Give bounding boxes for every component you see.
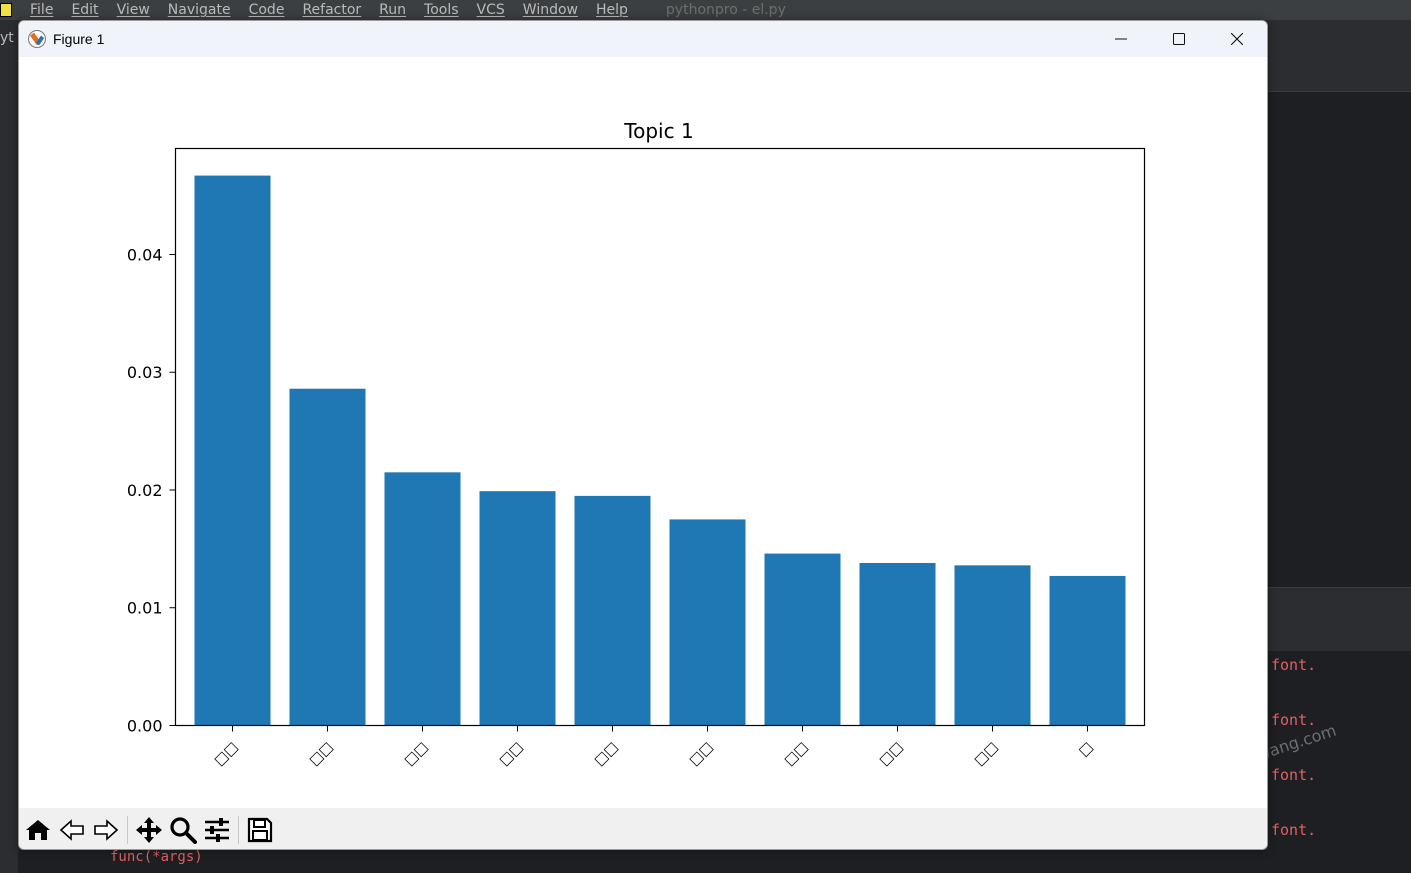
zoom-button[interactable] xyxy=(166,813,200,847)
navigation-toolbar xyxy=(19,808,1267,849)
ide-run-toolbar xyxy=(1268,619,1411,651)
menu-code[interactable]: Code xyxy=(248,2,285,18)
bar xyxy=(289,388,366,726)
y-tick-label: 0.01 xyxy=(127,599,163,618)
save-button[interactable] xyxy=(243,813,277,847)
x-tick-label: □□ xyxy=(496,739,526,769)
configure-subplots-button[interactable] xyxy=(200,813,234,847)
ide-editor-tabs xyxy=(1268,20,1411,92)
zoom-icon xyxy=(170,816,197,844)
ide-left-toolstrip xyxy=(0,92,18,873)
bar xyxy=(574,495,651,726)
menu-file[interactable]: File xyxy=(30,2,54,18)
save-icon xyxy=(247,817,273,842)
menu-edit[interactable]: Edit xyxy=(71,2,99,18)
x-tick-label: □□ xyxy=(401,739,431,769)
y-tick-label: 0.02 xyxy=(127,481,163,500)
chart-title: Topic 1 xyxy=(623,119,693,143)
x-tick-label: □□ xyxy=(686,739,716,769)
menu-window[interactable]: Window xyxy=(522,2,578,18)
bar xyxy=(954,565,1031,726)
bar xyxy=(479,491,556,726)
console-line: func(*args) xyxy=(110,849,203,865)
bar xyxy=(384,472,461,726)
plot-canvas[interactable]: Topic 1 0.00 0.01 0.02 0.03 0.04 □□ □□ □□ □□ □□ □… xyxy=(19,57,1267,807)
x-tick-label: □□ xyxy=(211,739,241,769)
x-tick-label: □□ xyxy=(781,739,811,769)
menu-run[interactable]: Run xyxy=(379,2,407,18)
title-bar[interactable]: Figure 1 xyxy=(19,21,1267,57)
axes-frame xyxy=(174,147,1146,727)
menu-tools[interactable]: Tools xyxy=(424,2,459,18)
y-tick-label: 0.00 xyxy=(127,717,163,736)
back-icon xyxy=(59,818,84,841)
ide-title: pythonpro - el.py xyxy=(665,2,786,18)
home-button[interactable] xyxy=(21,813,55,847)
ide-editor xyxy=(1268,92,1411,587)
forward-button[interactable] xyxy=(89,813,123,847)
toolbar-divider xyxy=(238,815,239,844)
menu-refactor[interactable]: Refactor xyxy=(302,2,362,18)
maximize-button[interactable] xyxy=(1150,21,1208,57)
maximize-icon xyxy=(1173,33,1185,45)
x-tick-label: □□ xyxy=(306,739,336,769)
y-tick-label: 0.03 xyxy=(127,363,163,382)
window-title: Figure 1 xyxy=(53,31,105,47)
menu-vcs[interactable]: VCS xyxy=(476,2,505,18)
menu-navigate[interactable]: Navigate xyxy=(167,2,231,18)
bar xyxy=(1049,575,1126,726)
x-tick-label: □□ xyxy=(971,739,1001,769)
ide-console xyxy=(1268,651,1411,873)
x-tick-label: □ xyxy=(1076,739,1097,760)
menu-view[interactable]: View xyxy=(116,2,150,18)
minimize-icon xyxy=(1115,38,1127,40)
console-line: font. xyxy=(1271,821,1317,839)
pan-icon xyxy=(136,816,162,843)
ide-run-header xyxy=(1268,587,1411,619)
x-tick-label: □□ xyxy=(876,739,906,769)
bar xyxy=(764,553,841,726)
bar xyxy=(859,562,936,726)
ide-project-label: yt xyxy=(0,30,14,46)
forward-icon xyxy=(94,818,119,841)
configure-icon xyxy=(205,817,229,842)
back-button[interactable] xyxy=(55,813,89,847)
menu-help[interactable]: Help xyxy=(595,2,628,18)
bar-chart: Topic 1 0.000.010.020.030.04 □□ □□ □□ □□ □□ □… xyxy=(127,119,1146,769)
matplotlib-icon xyxy=(28,30,46,48)
ide-logo-icon xyxy=(0,3,12,17)
pan-button[interactable] xyxy=(132,813,166,847)
bar xyxy=(669,519,746,726)
figure-window: Figure 1 Topic 1 0.00 0.01 0.02 0.03 0.04 □□… xyxy=(18,20,1268,850)
home-icon xyxy=(26,819,50,840)
console-line: font. xyxy=(1271,656,1317,674)
ide-menubar: File Edit View Navigate Code Refactor Ru… xyxy=(0,0,1411,20)
y-tick-label: 0.04 xyxy=(127,245,163,264)
bar xyxy=(194,175,271,726)
close-button[interactable] xyxy=(1208,21,1266,57)
ide-bottom-console xyxy=(18,850,1268,873)
close-icon xyxy=(1231,33,1243,45)
console-line: font. xyxy=(1271,766,1317,784)
x-tick-label: □□ xyxy=(591,739,621,769)
toolbar-divider xyxy=(127,815,128,844)
console-line: font. xyxy=(1271,711,1317,729)
minimize-button[interactable] xyxy=(1092,21,1150,57)
